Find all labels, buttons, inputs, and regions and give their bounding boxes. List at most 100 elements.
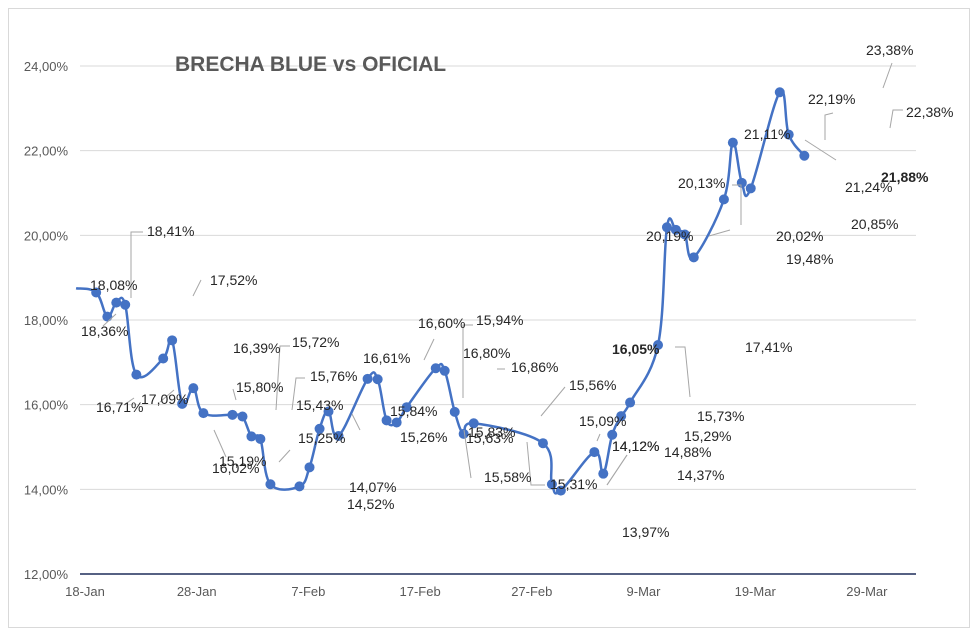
- data-label: 18,41%: [147, 223, 194, 239]
- data-label: 18,36%: [81, 323, 128, 339]
- data-point: [661, 222, 672, 233]
- data-label: 16,39%: [233, 340, 280, 356]
- data-label: 16,60%: [418, 315, 465, 331]
- leader-line: [596, 433, 601, 442]
- leader-line: [275, 345, 290, 411]
- data-point: [188, 383, 199, 394]
- data-point: [546, 479, 557, 490]
- data-label: 21,88%: [881, 169, 929, 185]
- data-label: 14,88%: [664, 444, 711, 460]
- data-label: 17,41%: [745, 339, 792, 355]
- data-point: [799, 150, 810, 161]
- data-point: [120, 299, 131, 310]
- leader-line: [675, 346, 691, 398]
- data-point: [589, 447, 600, 458]
- data-label: 20,13%: [678, 175, 725, 191]
- y-tick-label: 14,00%: [24, 482, 69, 497]
- data-point: [718, 194, 729, 205]
- leader-line: [116, 287, 125, 291]
- data-point: [167, 335, 178, 346]
- data-label: 15,76%: [310, 368, 357, 384]
- data-point: [177, 398, 188, 409]
- data-label: 17,52%: [210, 272, 257, 288]
- leader-line: [213, 429, 227, 458]
- data-point: [111, 297, 122, 308]
- chart-frame: [8, 8, 970, 628]
- y-tick-label: 24,00%: [24, 59, 69, 74]
- x-tick-label: 7-Feb: [291, 584, 325, 599]
- data-point: [439, 365, 450, 376]
- grid-layer: [80, 65, 916, 490]
- data-point: [688, 252, 699, 263]
- data-point: [537, 438, 548, 449]
- leader-layer: [102, 62, 903, 486]
- leader-line: [192, 279, 202, 297]
- leader-line: [159, 389, 175, 403]
- data-point: [401, 402, 412, 413]
- data-label: 13,97%: [622, 524, 669, 540]
- data-point: [745, 183, 756, 194]
- y-tick-label: 18,00%: [24, 313, 69, 328]
- leader-line: [540, 386, 566, 417]
- data-label: 15,63%: [466, 430, 513, 446]
- data-label: 15,80%: [236, 379, 283, 395]
- data-label: 14,37%: [677, 467, 724, 483]
- data-label: 19,48%: [786, 251, 833, 267]
- data-label: 14,07%: [349, 479, 396, 495]
- data-point: [430, 363, 441, 374]
- leader-line: [351, 413, 361, 431]
- data-label: 15,31%: [550, 476, 597, 492]
- data-label: 21,11%: [744, 126, 790, 142]
- data-label: 15,09%: [579, 413, 626, 429]
- x-tick-label: 29-Mar: [846, 584, 888, 599]
- data-point: [391, 417, 402, 428]
- data-label: 22,38%: [906, 104, 953, 120]
- data-label: 20,85%: [851, 216, 898, 232]
- leader-line: [732, 184, 742, 225]
- axis-layer: 12,00% 14,00% 16,00% 18,00% 20,00% 22,00% 24,0…: [24, 59, 916, 599]
- leader-line: [423, 338, 435, 361]
- data-point: [598, 468, 609, 479]
- data-label: 15,29%: [684, 428, 731, 444]
- data-label: 20,02%: [776, 228, 823, 244]
- y-tick-label: 20,00%: [24, 228, 69, 243]
- data-label: 14,12%: [612, 438, 659, 454]
- data-point: [653, 339, 664, 350]
- x-tick-label: 28-Jan: [177, 584, 217, 599]
- leader-line: [278, 449, 291, 463]
- leader-line: [708, 229, 731, 237]
- leader-line: [463, 429, 472, 479]
- series-layer: [75, 87, 810, 496]
- data-point: [458, 428, 469, 439]
- data-label: 15,56%: [569, 377, 616, 393]
- x-tick-label: 9-Mar: [627, 584, 662, 599]
- data-point: [774, 87, 785, 98]
- data-label: 22,19%: [808, 91, 855, 107]
- leader-line: [102, 313, 117, 327]
- data-label: 15,19%: [219, 453, 266, 469]
- leader-line: [824, 112, 834, 140]
- data-label: 15,84%: [390, 403, 437, 419]
- data-point: [237, 411, 248, 422]
- data-point: [381, 415, 392, 426]
- x-tick-label: 19-Mar: [735, 584, 777, 599]
- data-label: 14,52%: [347, 496, 394, 512]
- data-point: [131, 369, 142, 380]
- chart-title: BRECHA BLUE vs OFICIAL: [175, 53, 446, 76]
- data-label: 16,05%: [612, 341, 660, 357]
- data-label: 14,12%: [612, 438, 659, 454]
- leader-line: [232, 388, 237, 401]
- data-point: [372, 374, 383, 385]
- y-tick-label: 16,00%: [24, 398, 69, 413]
- leader-line: [889, 109, 903, 129]
- y-tick-label: 22,00%: [24, 144, 69, 159]
- y-tick-label: 12,00%: [24, 567, 69, 582]
- data-label: 21,24%: [845, 179, 892, 195]
- x-tick-label: 17-Feb: [399, 584, 440, 599]
- data-label: 16,61%: [363, 350, 410, 366]
- leader-line: [291, 377, 305, 411]
- data-point: [616, 411, 627, 422]
- leader-line: [123, 397, 135, 406]
- data-label: 15,73%: [697, 408, 744, 424]
